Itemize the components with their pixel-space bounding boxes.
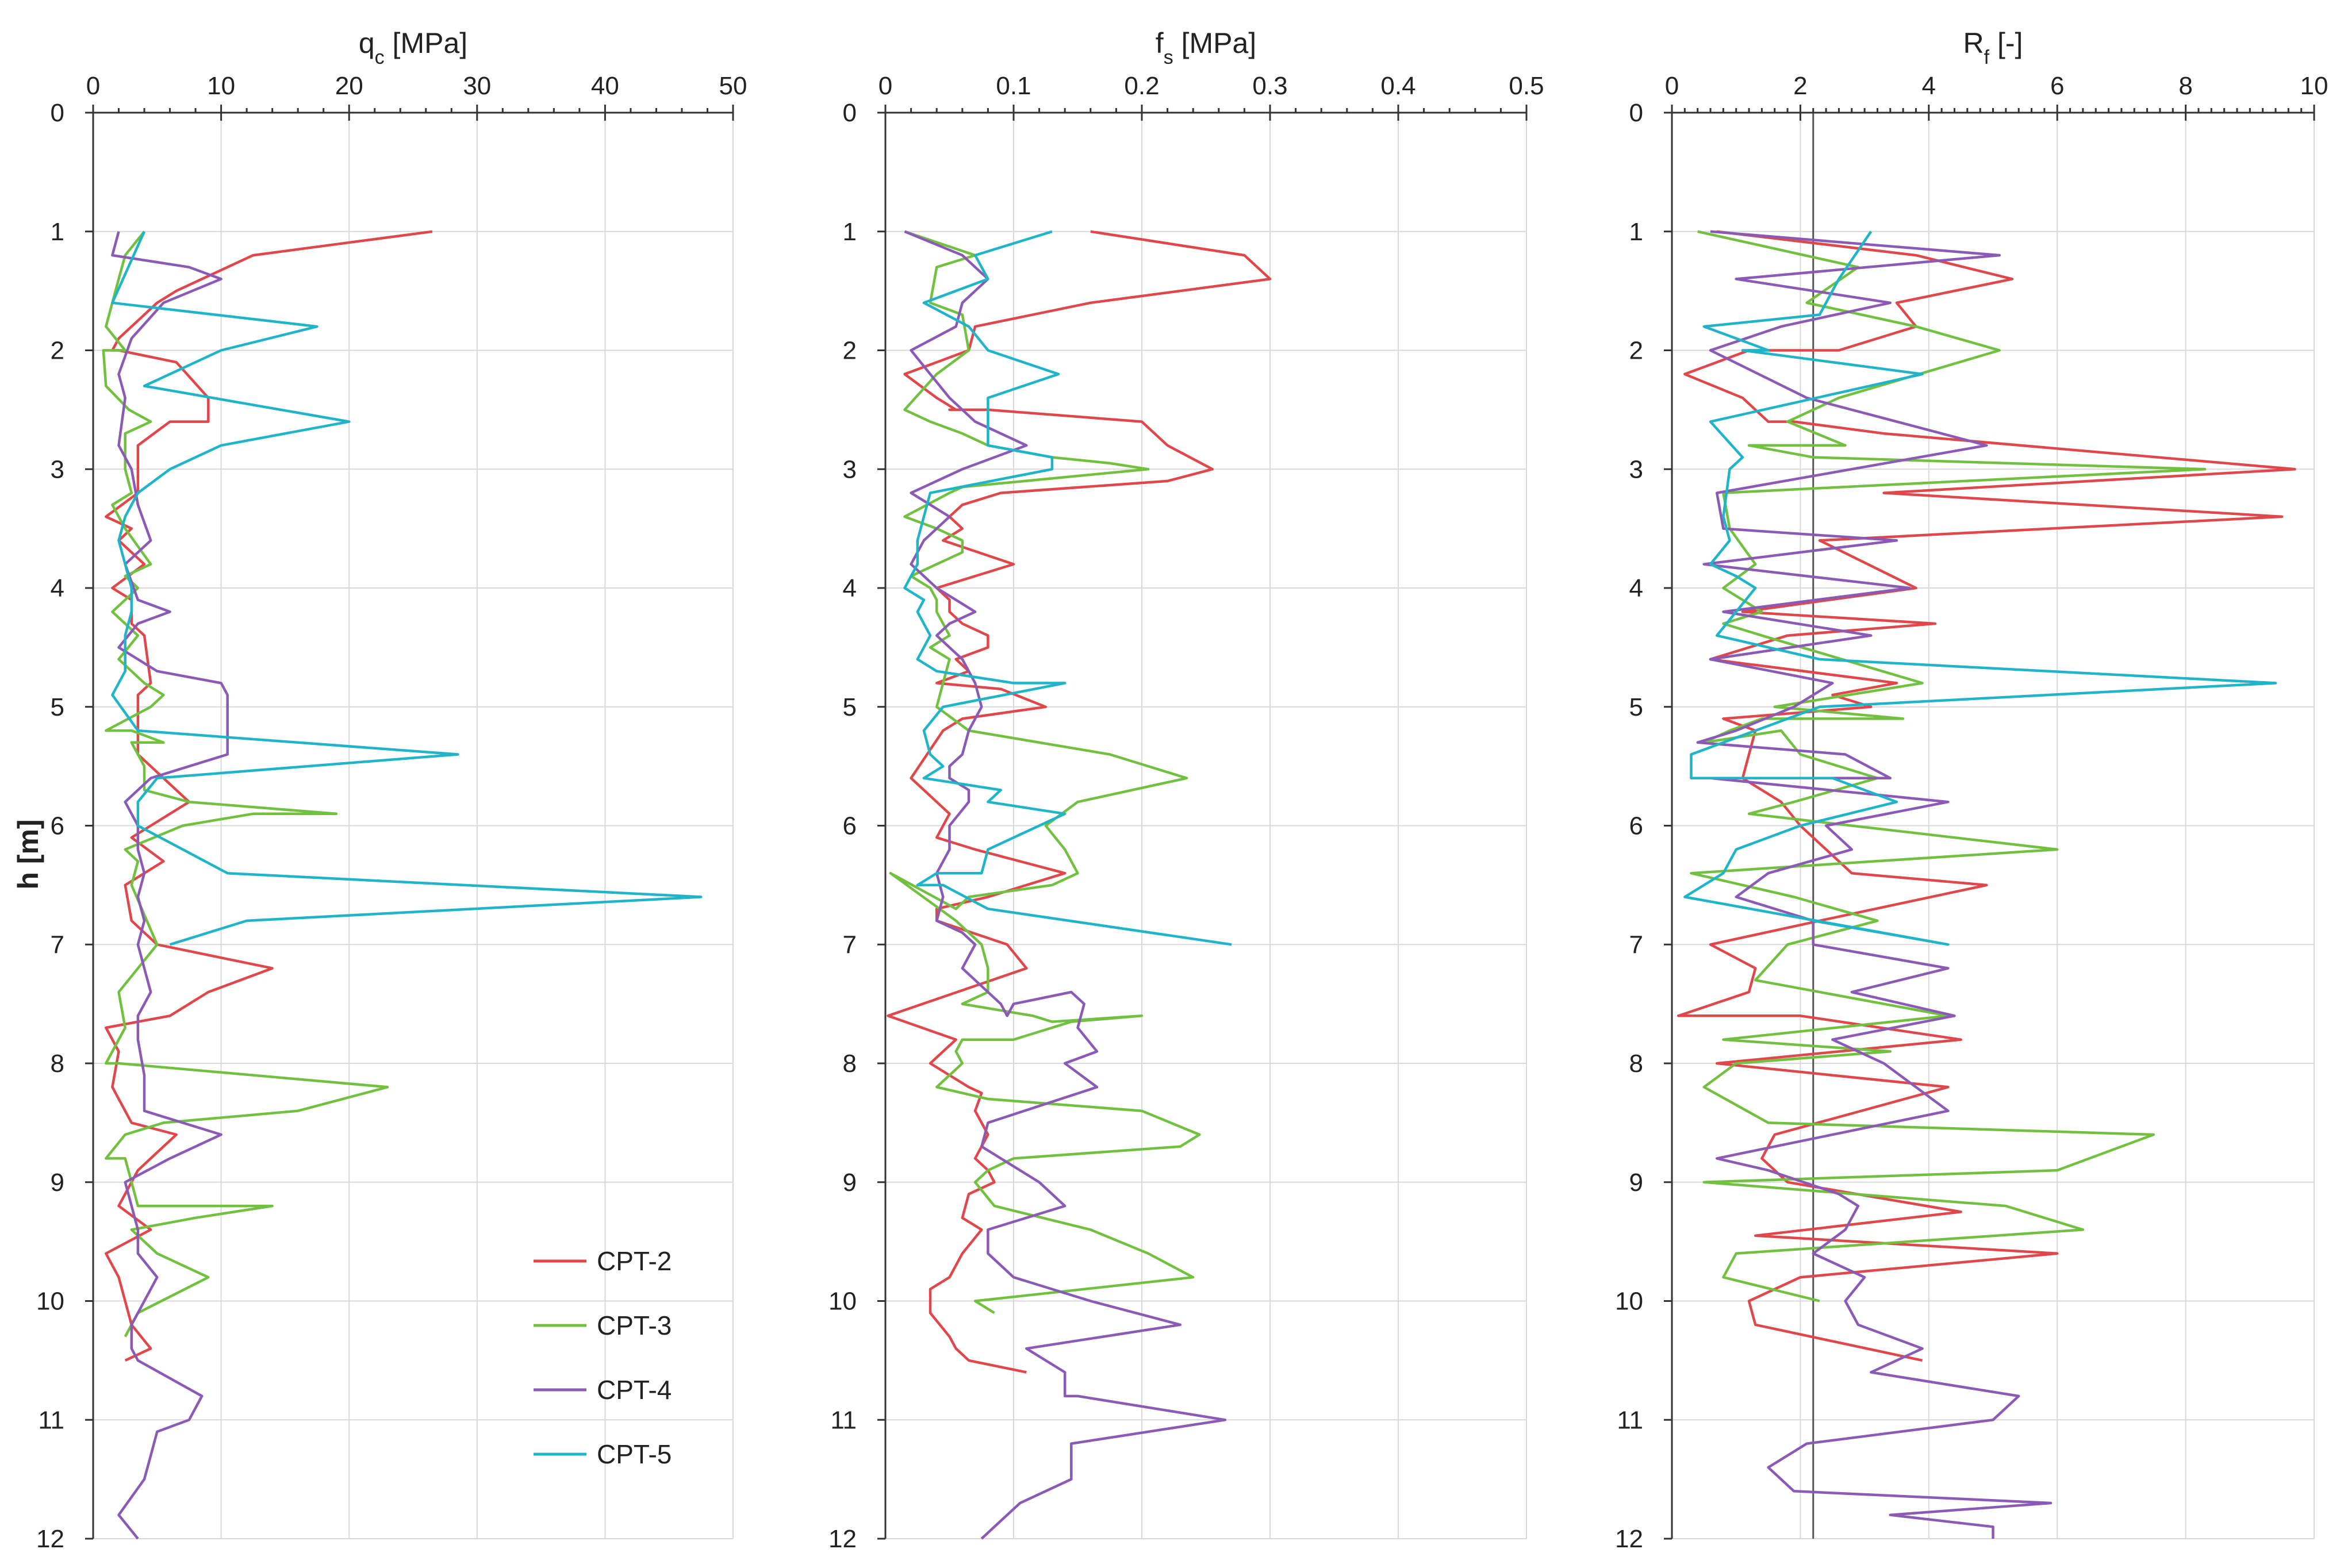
fs-series-cpt-5 <box>903 230 1232 946</box>
qc-y-axis-title: h [m] <box>12 819 44 889</box>
fs-xtick-label-4: 0.4 <box>1380 72 1415 100</box>
qc-ytick-label-9: 9 <box>51 1169 64 1197</box>
rf-xtick-label-3: 6 <box>2050 72 2064 100</box>
legend-label-cpt-4: CPT-4 <box>597 1375 672 1405</box>
qc-x-axis-title-main: q <box>359 27 375 59</box>
rf-ytick-label-2: 2 <box>1629 337 1643 365</box>
qc-ytick-label-3: 3 <box>51 455 64 483</box>
rf-xtick-label-0: 0 <box>1665 72 1679 100</box>
rf-xtick-label-5: 10 <box>2300 72 2329 100</box>
qc-ytick-label-5: 5 <box>51 693 64 721</box>
qc-ytick-label-7: 7 <box>51 931 64 959</box>
rf-ytick-label-10: 10 <box>1615 1288 1643 1316</box>
rf-xtick-label-4: 8 <box>2178 72 2192 100</box>
fs-xtick-label-0: 0 <box>879 72 892 100</box>
qc-xtick-label-1: 10 <box>207 72 235 100</box>
fs-xtick-label-2: 0.2 <box>1124 72 1159 100</box>
fs-x-axis-title: fs [MPa] <box>1156 27 1256 68</box>
rf-ytick-label-9: 9 <box>1629 1169 1643 1197</box>
rf-ytick-label-0: 0 <box>1629 99 1643 127</box>
fs-x-axis-title-main: f <box>1156 27 1164 59</box>
fs-xtick-label-5: 0.5 <box>1509 72 1544 100</box>
rf-ytick-label-8: 8 <box>1629 1050 1643 1078</box>
rf-x-axis-title-sub: f <box>1984 47 1990 68</box>
qc-ytick-label-4: 4 <box>51 574 64 602</box>
rf-ytick-label-3: 3 <box>1629 455 1643 483</box>
rf-x-axis-title-main: R <box>1963 27 1984 59</box>
fs-ytick-label-2: 2 <box>843 337 857 365</box>
legend-label-cpt-3: CPT-3 <box>597 1310 672 1340</box>
qc-x-axis-title-sub: c <box>375 47 385 68</box>
fs-ytick-label-1: 1 <box>843 218 857 246</box>
qc-ytick-label-10: 10 <box>36 1288 64 1316</box>
legend-label-cpt-2: CPT-2 <box>597 1246 672 1276</box>
qc-x-axis-title-unit: [MPa] <box>385 27 467 59</box>
fs-ytick-label-9: 9 <box>843 1169 857 1197</box>
rf-ytick-label-5: 5 <box>1629 693 1643 721</box>
fs-ytick-label-5: 5 <box>843 693 857 721</box>
fs-xtick-label-3: 0.3 <box>1252 72 1287 100</box>
fs-ytick-label-8: 8 <box>843 1050 857 1078</box>
fs-ytick-label-0: 0 <box>843 99 857 127</box>
qc-xtick-label-3: 30 <box>463 72 491 100</box>
fs-xtick-label-1: 0.1 <box>996 72 1031 100</box>
qc-xtick-label-5: 50 <box>719 72 747 100</box>
qc-xtick-label-4: 40 <box>591 72 619 100</box>
qc-ytick-label-11: 11 <box>38 1406 64 1434</box>
qc-ytick-label-12: 12 <box>36 1525 64 1553</box>
rf-ytick-label-6: 6 <box>1629 812 1643 840</box>
qc-ytick-label-0: 0 <box>51 99 64 127</box>
rf-series-cpt-5 <box>1683 230 2277 946</box>
fs-series-cpt-2 <box>887 230 1272 1374</box>
qc-series-cpt-3 <box>102 230 389 1338</box>
qc-xtick-label-0: 0 <box>86 72 100 100</box>
fs-ytick-label-7: 7 <box>843 931 857 959</box>
fs-ytick-label-4: 4 <box>843 574 857 602</box>
qc-series-cpt-4 <box>111 231 229 1540</box>
fs-x-axis-title-unit: [MPa] <box>1173 27 1256 59</box>
fs-ytick-label-3: 3 <box>843 455 857 483</box>
rf-series-cpt-3 <box>1690 230 2207 1302</box>
qc-ytick-label-6: 6 <box>51 812 64 840</box>
rf-ytick-label-12: 12 <box>1615 1525 1643 1553</box>
qc-ytick-label-2: 2 <box>51 337 64 365</box>
qc-x-axis-title: qc [MPa] <box>359 27 467 68</box>
qc-series-cpt-5 <box>111 230 703 946</box>
rf-xtick-label-2: 4 <box>1922 72 1936 100</box>
qc-ytick-label-8: 8 <box>51 1050 64 1078</box>
rf-series-cpt-4 <box>1696 230 2053 1539</box>
rf-ytick-label-11: 11 <box>1617 1406 1643 1434</box>
fs-ytick-label-11: 11 <box>830 1406 857 1434</box>
fs-x-axis-title-sub: s <box>1164 47 1173 68</box>
rf-ytick-label-1: 1 <box>1629 218 1643 246</box>
rf-x-axis-title: Rf [-] <box>1963 27 2023 68</box>
fs-series-cpt-4 <box>904 230 1227 1540</box>
rf-x-axis-title-unit: [-] <box>1989 27 2023 59</box>
legend-label-cpt-5: CPT-5 <box>597 1439 672 1469</box>
qc-ytick-label-1: 1 <box>51 218 64 246</box>
rf-xtick-label-1: 2 <box>1793 72 1807 100</box>
fs-series-cpt-3 <box>889 230 1201 1315</box>
fs-ytick-label-10: 10 <box>828 1288 857 1316</box>
rf-ytick-label-4: 4 <box>1629 574 1643 602</box>
fs-ytick-label-6: 6 <box>843 812 857 840</box>
fs-ytick-label-12: 12 <box>828 1525 857 1553</box>
rf-ytick-label-7: 7 <box>1629 931 1643 959</box>
qc-xtick-label-2: 20 <box>335 72 363 100</box>
